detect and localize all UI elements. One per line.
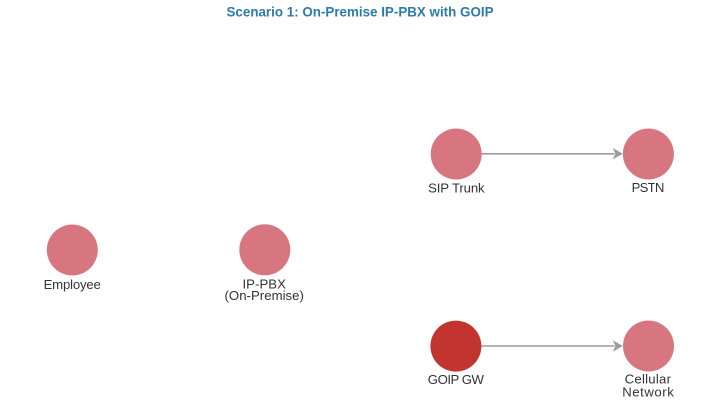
svg-text:GOIP GW: GOIP GW — [428, 372, 485, 387]
svg-text:IP-PBX: IP-PBX — [242, 277, 286, 292]
svg-text:Network: Network — [622, 385, 674, 400]
svg-text:SIP Trunk: SIP Trunk — [428, 181, 485, 196]
svg-text:Scenario 1: On-Premise IP-PBX: Scenario 1: On-Premise IP-PBX with GOIP — [227, 5, 494, 20]
svg-text:Employee: Employee — [44, 277, 101, 292]
svg-text:PSTN: PSTN — [632, 180, 665, 195]
svg-text:(On-Premise): (On-Premise) — [225, 288, 304, 303]
svg-text:Cellular: Cellular — [625, 372, 672, 387]
